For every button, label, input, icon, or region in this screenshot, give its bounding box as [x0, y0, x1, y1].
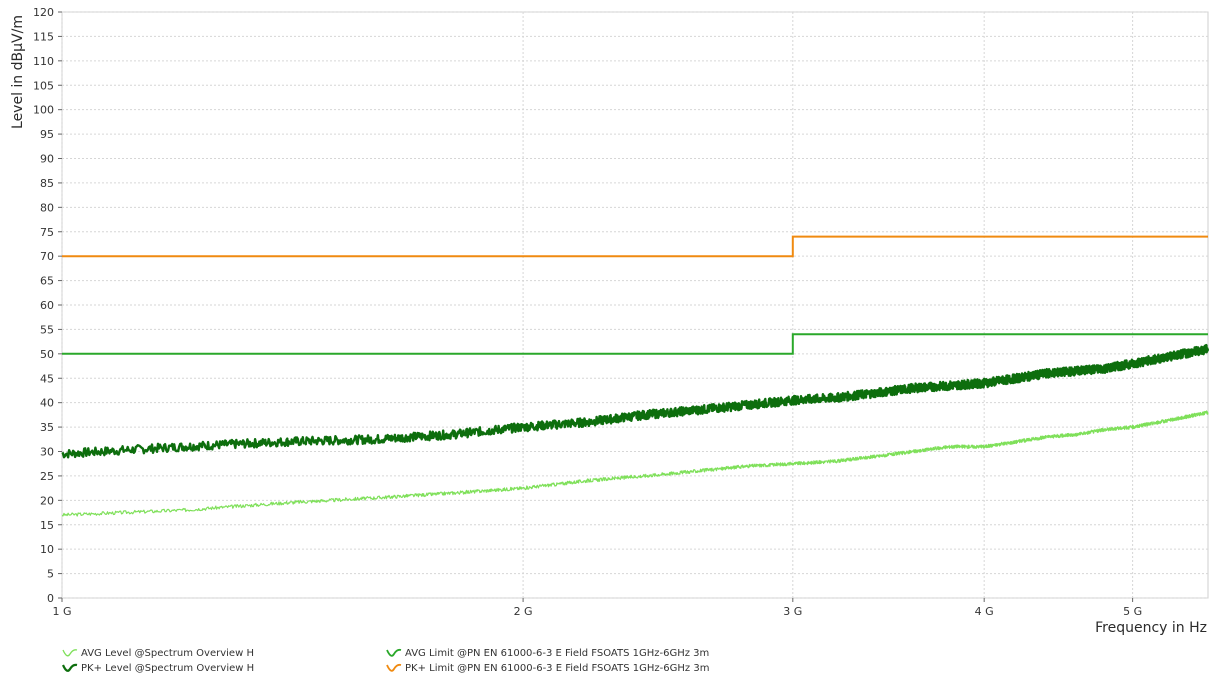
y-tick-label: 30	[40, 446, 54, 459]
series-line-avg-level	[61, 410, 1209, 517]
y-tick-label: 55	[40, 323, 54, 336]
legend-label: AVG Limit @PN EN 61000-6-3 E Field FSOAT…	[405, 647, 710, 659]
x-tick-label: 3 G	[783, 605, 802, 618]
legend-label: PK+ Level @Spectrum Overview H	[81, 662, 255, 674]
y-tick-label: 0	[47, 592, 54, 605]
legend-item-pk-limit[interactable]: PK+ Limit @PN EN 61000-6-3 E Field FSOAT…	[386, 661, 709, 675]
y-tick-label: 45	[40, 372, 54, 385]
series-line-pk-level	[61, 343, 1209, 459]
y-tick-label: 25	[40, 470, 54, 483]
y-axis-ticks: 0 5 10 15 20 25 30 35 40 45 50 55 60 65 70 75 80 85 90 95 10…	[33, 6, 62, 605]
series-group	[61, 235, 1209, 517]
legend-item-avg-limit[interactable]: AVG Limit @PN EN 61000-6-3 E Field FSOAT…	[386, 646, 709, 660]
wave-icon	[386, 663, 402, 672]
series-line-pk-limit	[62, 235, 1208, 258]
y-tick-label: 10	[40, 543, 54, 556]
y-tick-label: 90	[40, 153, 54, 166]
legend-item-pk-level[interactable]: PK+ Level @Spectrum Overview H	[62, 661, 254, 675]
y-tick-label: 65	[40, 275, 54, 288]
y-tick-label: 100	[33, 104, 54, 117]
y-tick-label: 75	[40, 226, 54, 239]
y-axis-label-wrap: Level in dBµV/m	[10, 12, 26, 132]
y-tick-label: 120	[33, 6, 54, 19]
y-tick-label: 5	[47, 568, 54, 581]
legend-label: AVG Level @Spectrum Overview H	[81, 647, 254, 659]
x-tick-label: 4 G	[975, 605, 994, 618]
y-tick-label: 60	[40, 299, 54, 312]
y-axis-label: Level in dBµV/m	[10, 15, 26, 129]
y-tick-label: 50	[40, 348, 54, 361]
x-tick-label: 1 G	[52, 605, 71, 618]
x-axis-ticks: 1 G 2 G 3 G 4 G 5 G	[52, 598, 1142, 618]
x-axis-label: Frequency in Hz	[1095, 620, 1207, 636]
x-tick-label: 5 G	[1123, 605, 1142, 618]
y-tick-label: 95	[40, 128, 54, 141]
x-tick-label: 2 G	[514, 605, 533, 618]
y-tick-label: 20	[40, 494, 54, 507]
series-line-avg-limit	[62, 333, 1208, 355]
wave-icon	[62, 649, 78, 657]
y-tick-label: 40	[40, 397, 54, 410]
wave-icon	[386, 648, 402, 657]
legend-label: PK+ Limit @PN EN 61000-6-3 E Field FSOAT…	[405, 662, 710, 674]
y-tick-label: 110	[33, 55, 54, 68]
legend-item-avg-level[interactable]: AVG Level @Spectrum Overview H	[62, 646, 254, 660]
wave-icon	[62, 663, 78, 672]
y-tick-label: 70	[40, 250, 54, 263]
y-tick-label: 15	[40, 519, 54, 532]
y-tick-label: 80	[40, 201, 54, 214]
y-tick-label: 115	[33, 30, 54, 43]
y-tick-label: 85	[40, 177, 54, 190]
y-tick-label: 35	[40, 421, 54, 434]
y-tick-label: 105	[33, 79, 54, 92]
